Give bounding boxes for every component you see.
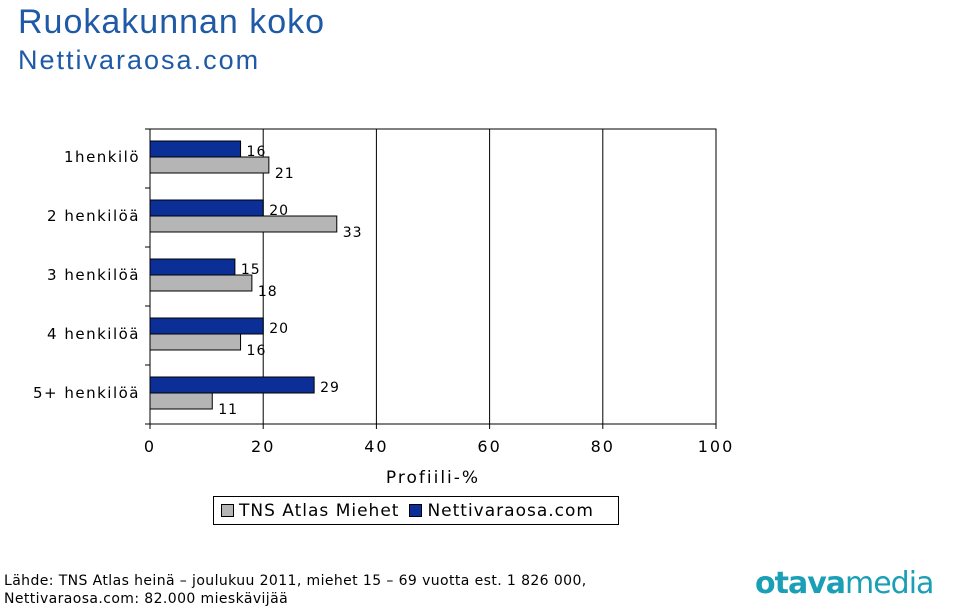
bar-chart: 0 20 40 60 80 100 1henkilö 16 21 2 henkilöä 20 33 3 … <box>33 128 735 488</box>
logo-part-2: media <box>845 566 934 601</box>
bar-nettivaraosa <box>149 258 236 276</box>
legend-item-nettivaraosa: Nettivaraosa.com <box>409 501 594 521</box>
data-label: 15 <box>241 262 261 278</box>
category-label: 3 henkilöä <box>47 266 140 284</box>
category-label: 5+ henkilöä <box>33 384 140 402</box>
category-label: 2 henkilöä <box>47 207 140 225</box>
bar-tns <box>149 392 213 410</box>
legend-item-tns: TNS Atlas Miehet <box>221 501 399 521</box>
legend-swatch-nettivaraosa <box>409 504 423 517</box>
bar-tns <box>149 215 338 233</box>
x-tick-label: 80 <box>591 437 615 456</box>
data-label: 18 <box>258 284 278 300</box>
bar-nettivaraosa <box>149 199 264 217</box>
source-line-2: Nettivaraosa.com: 82.000 mieskävijää <box>4 591 289 607</box>
bar-tns <box>149 274 253 292</box>
data-label: 20 <box>269 321 289 337</box>
legend-swatch-tns <box>221 504 234 517</box>
data-label: 33 <box>343 225 363 241</box>
page-title: Ruokakunnan koko <box>18 3 326 41</box>
logo-part-1: otava <box>755 566 846 601</box>
x-tick-label: 100 <box>698 437 735 456</box>
x-axis-label: Profiili-% <box>386 468 480 488</box>
x-tick-label: 40 <box>364 437 388 456</box>
x-tick-label: 60 <box>477 437 501 456</box>
bar-nettivaraosa <box>149 376 315 394</box>
data-label: 21 <box>275 166 295 182</box>
otavamedia-logo: otavamedia <box>755 566 934 601</box>
source-note: Lähde: TNS Atlas heinä – joulukuu 2011, … <box>4 572 644 608</box>
category-label: 1henkilö <box>64 148 140 166</box>
legend-label-nettivaraosa: Nettivaraosa.com <box>427 500 594 521</box>
data-label: 11 <box>218 402 238 418</box>
legend-label-tns: TNS Atlas Miehet <box>239 500 400 521</box>
bar-tns <box>149 156 270 174</box>
data-label: 16 <box>247 343 267 359</box>
data-label: 16 <box>247 144 267 160</box>
data-label: 20 <box>269 203 289 219</box>
source-line-1: Lähde: TNS Atlas heinä – joulukuu 2011, … <box>4 573 587 589</box>
bar-nettivaraosa <box>149 140 242 158</box>
x-tick-label: 0 <box>144 437 156 456</box>
bar-nettivaraosa <box>149 317 264 335</box>
bar-tns <box>149 333 242 351</box>
page-subtitle: Nettivaraosa.com <box>18 45 261 75</box>
x-tick-label: 20 <box>251 437 275 456</box>
data-label: 29 <box>320 380 340 396</box>
chart-legend: TNS Atlas Miehet Nettivaraosa.com <box>213 496 619 525</box>
category-label: 4 henkilöä <box>47 325 140 343</box>
